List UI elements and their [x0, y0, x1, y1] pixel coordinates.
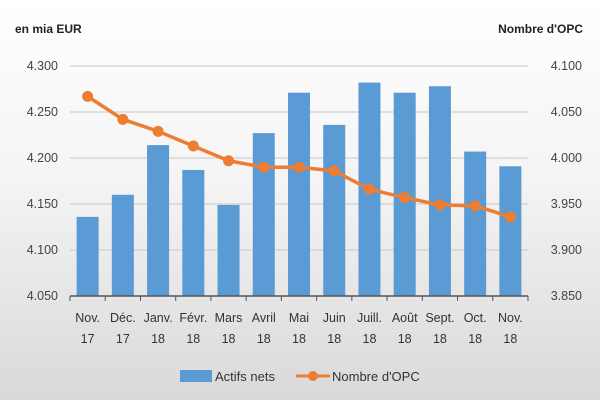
left-axis-ticks: 4.050 4.100 4.150 4.200 4.250 4.300 [27, 59, 58, 303]
right-tick-label: 4.000 [551, 151, 582, 165]
line-marker [117, 113, 129, 125]
legend-swatch-actifs-nets [180, 370, 212, 382]
left-axis-title: en mia EUR [15, 22, 82, 36]
left-tick-label: 4.150 [27, 197, 58, 211]
x-tick-label-year: 18 [503, 332, 517, 346]
x-tick-label-month: Avril [252, 311, 276, 325]
right-tick-label: 3.850 [551, 289, 582, 303]
x-tick-label-month: Nov. [498, 311, 523, 325]
right-axis-ticks: 3.850 3.900 3.950 4.000 4.050 4.100 [551, 59, 582, 303]
line-nombre-opc [82, 90, 516, 223]
line-marker [399, 192, 411, 204]
x-tick-label-year: 18 [398, 332, 412, 346]
x-tick-label-month: Déc. [110, 311, 136, 325]
bar [252, 133, 275, 296]
x-tick-label-month: Juin [323, 311, 346, 325]
line-marker [223, 155, 235, 167]
left-tick-label: 4.050 [27, 289, 58, 303]
legend: Actifs nets Nombre d'OPC [180, 369, 420, 384]
x-tick-label-month: Nov. [75, 311, 100, 325]
bar [76, 216, 99, 296]
line-marker [363, 183, 375, 195]
bar [182, 169, 205, 296]
left-tick-label: 4.250 [27, 105, 58, 119]
x-tick-label-month: Mars [215, 311, 243, 325]
line-marker [187, 140, 199, 152]
right-tick-label: 4.050 [551, 105, 582, 119]
line-marker [258, 161, 270, 173]
x-tick-label-year: 18 [433, 332, 447, 346]
x-tick-label-year: 18 [186, 332, 200, 346]
bar [428, 86, 451, 297]
x-tick-label-year: 18 [151, 332, 165, 346]
x-tick-label-month: Août [392, 311, 418, 325]
left-tick-label: 4.200 [27, 151, 58, 165]
right-tick-label: 3.950 [551, 197, 582, 211]
x-axis: Nov. 17 Déc. 17 Janv. 18 Févr. 18 Mars 18 Avril 18 M… [69, 295, 529, 346]
x-tick-label-year: 18 [468, 332, 482, 346]
x-tick-label-month: Juill. [357, 311, 382, 325]
line-marker [82, 90, 94, 102]
legend-swatch-marker [308, 371, 318, 381]
bars-actifs-nets [76, 82, 522, 297]
left-tick-label: 4.100 [27, 243, 58, 257]
x-tick-label-year: 18 [257, 332, 271, 346]
right-axis-title: Nombre d'OPC [498, 22, 583, 36]
bar [217, 204, 240, 296]
x-tick-label-month: Oct. [464, 311, 487, 325]
line-marker [434, 199, 446, 211]
left-tick-label: 4.300 [27, 59, 58, 73]
line-marker [152, 125, 164, 137]
line-marker [469, 200, 481, 212]
x-tick-label-year: 18 [292, 332, 306, 346]
line-marker [293, 161, 305, 173]
right-tick-label: 4.100 [551, 59, 582, 73]
legend-label-actifs-nets: Actifs nets [215, 369, 275, 384]
line-marker [328, 165, 340, 177]
x-tick-label-year: 18 [363, 332, 377, 346]
x-tick-label-month: Mai [289, 311, 309, 325]
bar [464, 151, 487, 296]
bar [499, 166, 522, 296]
x-tick-label-year: 17 [116, 332, 130, 346]
bar [323, 124, 346, 296]
bar [111, 194, 134, 296]
line-marker [504, 211, 516, 223]
bar [288, 92, 310, 297]
bar [147, 145, 170, 296]
x-tick-label-year: 17 [81, 332, 95, 346]
x-tick-label-year: 18 [222, 332, 236, 346]
x-tick-label-year: 18 [327, 332, 341, 346]
right-tick-label: 3.900 [551, 243, 582, 257]
x-tick-label-month: Févr. [179, 311, 207, 325]
x-tick-label-month: Sept. [425, 311, 454, 325]
legend-label-nombre-opc: Nombre d'OPC [332, 369, 420, 384]
x-tick-label-month: Janv. [144, 311, 173, 325]
